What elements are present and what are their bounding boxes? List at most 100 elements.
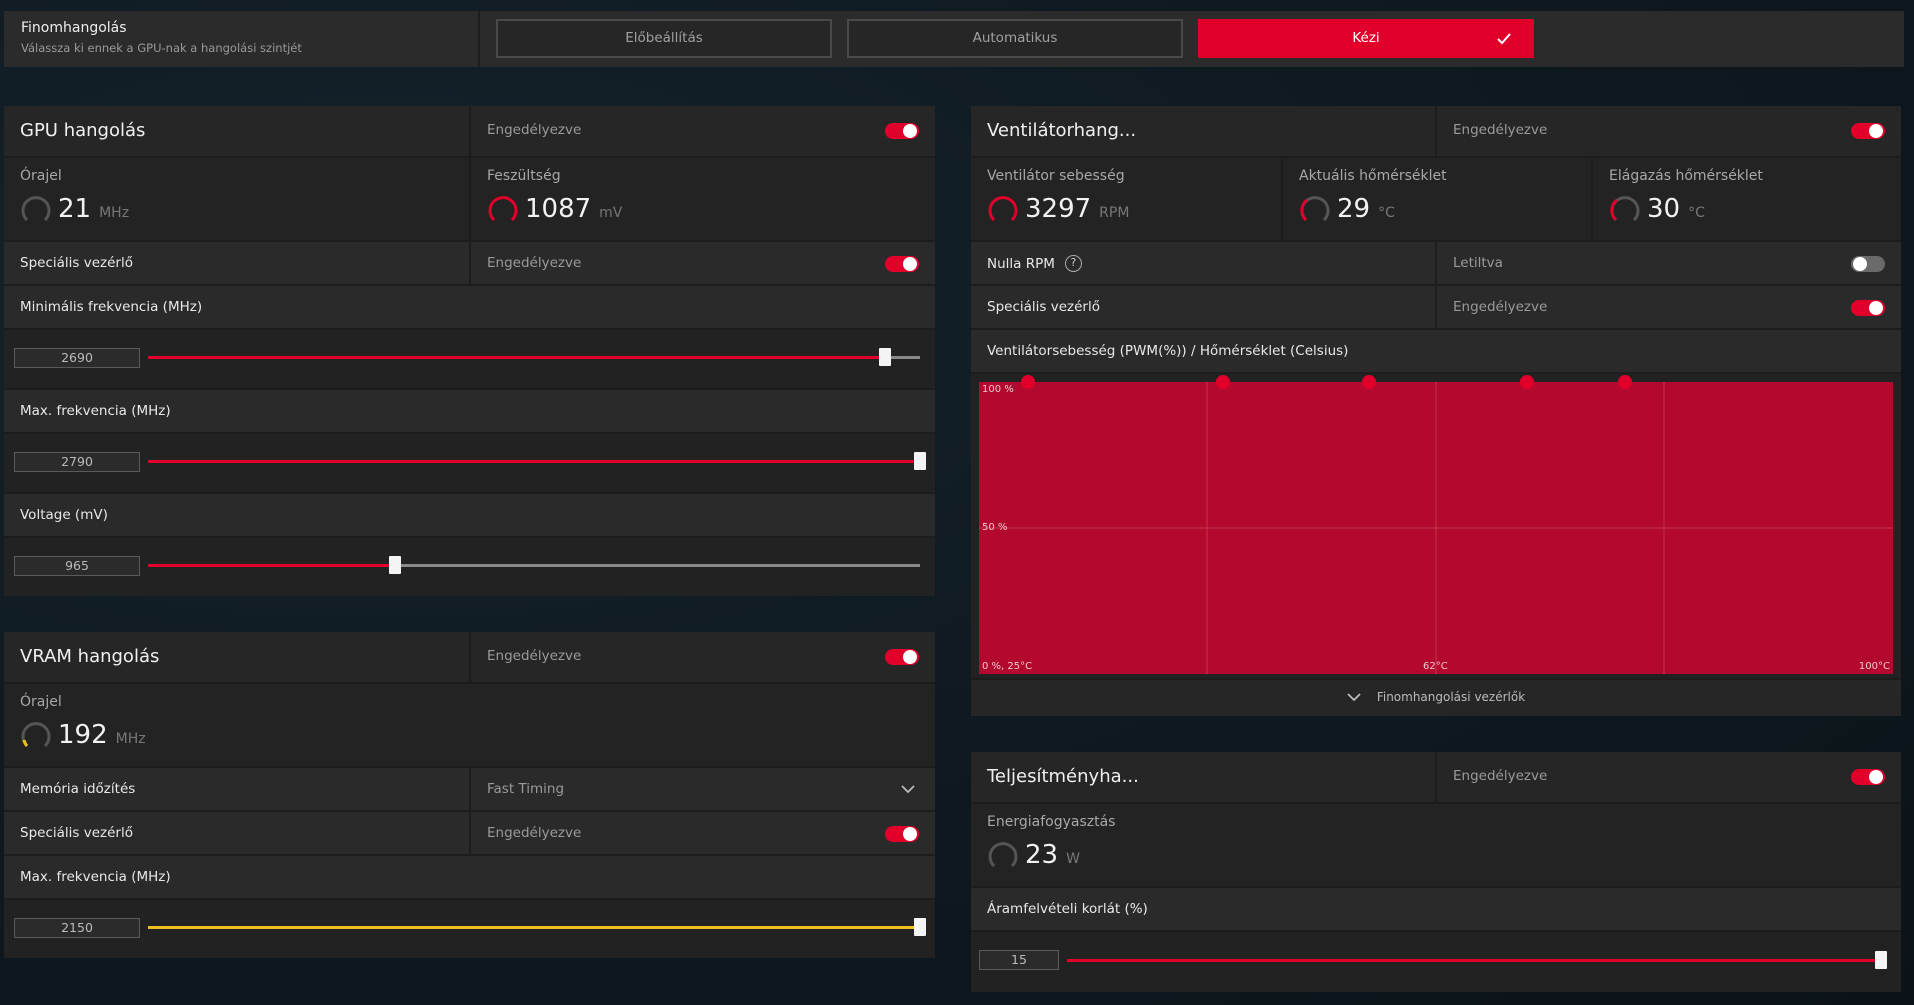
zero-rpm-status: Letiltva [1453,255,1503,271]
fan-advanced-toggle[interactable] [1851,300,1885,316]
chevron-down-icon [901,785,915,794]
preset-button[interactable]: Előbeállítás [496,19,832,58]
power-header: Teljesítményha... Engedélyezve [971,752,1901,802]
power-tuning-panel: Teljesítményha... Engedélyezve Energiafo… [971,752,1901,992]
gauge-icon [988,842,1018,868]
fan-metrics: Ventilátor sebesség 3297 RPM Aktuális hő… [971,156,1901,240]
gpu-clock-value: 21 [58,194,92,224]
vram-tuning-panel: VRAM hangolás Engedélyezve Órajel 192 MH… [4,632,935,958]
memory-timing-label: Memória időzítés [20,781,136,797]
automatic-button[interactable]: Automatikus [847,19,1183,58]
power-limit-input[interactable]: 15 [979,950,1059,970]
curve-point-5[interactable] [1617,375,1632,389]
gpu-voltage-value: 1087 [525,194,592,224]
curve-point-3[interactable] [1361,375,1376,389]
current-temp-label: Aktuális hőmérséklet [1299,168,1447,184]
fan-speed-unit: RPM [1099,205,1130,221]
power-toggle[interactable] [1851,769,1885,785]
gpu-status: Engedélyezve [487,122,582,138]
zero-rpm-toggle[interactable] [1851,256,1885,272]
junction-temp-unit: °C [1688,205,1705,221]
fan-speed-metric: Ventilátor sebesség 3297 RPM [971,158,1281,240]
vram-metrics: Órajel 192 MHz [4,682,935,766]
power-consumption-label: Energiafogyasztás [987,814,1116,830]
gpu-clock-metric: Órajel 21 MHz [4,158,469,240]
x-axis-mid-label: 62°C [1423,661,1448,672]
gpu-advanced-toggle[interactable] [885,256,919,272]
gpu-voltage-input[interactable]: 965 [14,556,140,576]
gpu-advanced-status: Engedélyezve [487,255,582,271]
slider-thumb[interactable] [1875,951,1887,969]
vram-title: VRAM hangolás [20,646,160,667]
slider-thumb[interactable] [879,348,892,366]
help-icon[interactable]: ? [1064,255,1082,272]
power-consumption-value: 23 [1025,840,1059,870]
junction-temp-label: Elágazás hőmérséklet [1609,168,1763,184]
gpu-status-cell: Engedélyezve [469,106,935,156]
gauge-icon [1300,196,1330,222]
curve-point-1[interactable] [1020,375,1035,389]
gpu-voltage-metric: Feszültség 1087 mV [469,158,935,240]
gpu-min-freq-input[interactable]: 2690 [14,348,140,368]
slider-thumb[interactable] [914,918,926,936]
fan-curve-container: 100 % 50 % 0 %, 25°C 62°C 100°C [971,372,1901,678]
slider-thumb[interactable] [914,452,926,470]
current-temp-value: 29 [1337,194,1371,224]
fan-header: Ventilátorhang... Engedélyezve [971,106,1901,156]
zero-rpm-cell: Letiltva [1435,242,1901,284]
vram-max-freq-row: Max. frekvencia (MHz) [4,854,935,898]
memory-timing-value: Fast Timing [487,781,565,797]
x-axis-max-label: 100°C [1858,661,1890,672]
gpu-max-freq-input[interactable]: 2790 [14,452,140,472]
vram-max-freq-input[interactable]: 2150 [14,918,140,938]
fan-title: Ventilátorhang... [987,120,1137,141]
memory-timing-select[interactable]: Fast Timing [469,768,935,810]
vram-clock-label: Órajel [20,694,62,710]
gpu-clock-label: Órajel [20,168,62,184]
gpu-voltage-slider[interactable] [148,556,920,574]
gpu-min-freq-slider-row: 2690 [4,328,935,388]
vram-toggle[interactable] [885,649,919,665]
vram-clock-unit: MHz [115,731,146,747]
gpu-max-freq-label: Max. frekvencia (MHz) [20,403,171,419]
vram-status: Engedélyezve [487,648,582,664]
memory-timing-row: Memória időzítés Fast Timing [4,766,935,810]
power-consumption-unit: W [1066,851,1080,867]
manual-button[interactable]: Kézi [1198,19,1534,58]
power-limit-slider[interactable] [1067,951,1887,969]
fan-curve-chart[interactable]: 100 % 50 % 0 %, 25°C 62°C 100°C [979,375,1893,674]
gpu-max-freq-slider[interactable] [148,452,926,470]
power-limit-slider-row: 15 [971,930,1901,992]
gpu-min-freq-slider[interactable] [148,348,920,366]
power-metrics: Energiafogyasztás 23 W [971,802,1901,886]
power-title: Teljesítményha... [987,766,1139,787]
junction-temp-metric: Elágazás hőmérséklet 30 °C [1591,158,1901,240]
fan-speed-label: Ventilátor sebesség [987,168,1125,184]
fan-advanced-label: Speciális vezérlő [987,299,1100,315]
vram-max-freq-slider-row: 2150 [4,898,935,958]
slider-thumb[interactable] [389,556,402,574]
power-status-cell: Engedélyezve [1435,752,1901,802]
vram-advanced-row: Speciális vezérlő Engedélyezve [4,810,935,854]
chevron-down-icon [1347,693,1361,702]
curve-point-4[interactable] [1520,375,1535,389]
gpu-advanced-cell: Engedélyezve [469,242,935,284]
y-axis-mid-label: 50 % [982,522,1008,533]
zero-rpm-label: Nulla RPM ? [987,255,1082,272]
fan-advanced-cell: Engedélyezve [1435,286,1901,328]
fine-tuning-controls[interactable]: Finomhangolási vezérlők [971,678,1901,716]
gpu-toggle[interactable] [885,123,919,139]
gpu-advanced-row: Speciális vezérlő Engedélyezve [4,240,935,284]
fan-advanced-status: Engedélyezve [1453,299,1548,315]
gpu-clock-unit: MHz [99,205,130,221]
fan-toggle[interactable] [1851,123,1885,139]
fan-status: Engedélyezve [1453,122,1548,138]
curve-point-2[interactable] [1215,375,1230,389]
gauge-icon [988,196,1018,222]
tuning-title: Finomhangolás [21,20,127,36]
current-temp-unit: °C [1378,205,1395,221]
gauge-icon [488,196,518,222]
vram-advanced-toggle[interactable] [885,826,919,842]
gpu-voltage-slider-label: Voltage (mV) [20,507,108,523]
vram-max-freq-slider[interactable] [148,918,926,936]
